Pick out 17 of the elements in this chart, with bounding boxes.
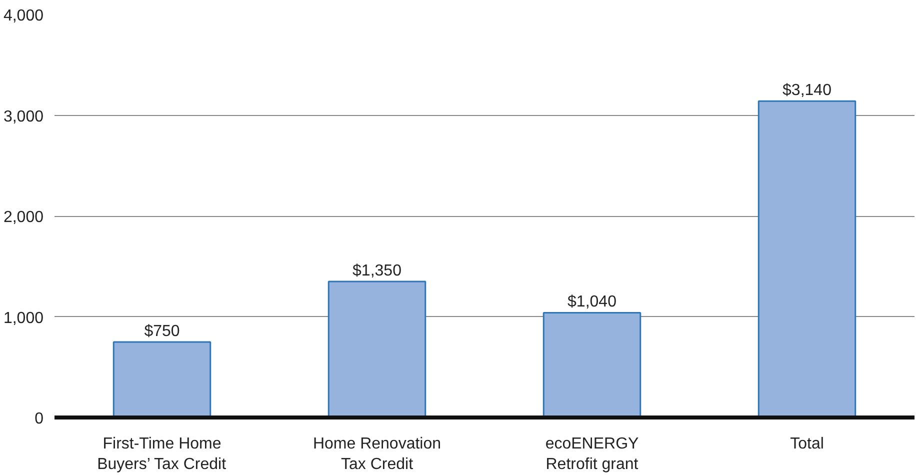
y-tick-label: 1,000	[3, 310, 44, 327]
bar	[542, 312, 642, 418]
data-label: $750	[144, 322, 180, 340]
bar	[758, 100, 856, 418]
data-label: $3,140	[782, 82, 832, 100]
bar	[328, 280, 426, 418]
data-label: $1,040	[568, 294, 617, 311]
y-tick-label: 3,000	[3, 108, 44, 126]
data-label: $1,350	[352, 262, 402, 280]
x-tick-label: ecoENERGY Retrofit grant	[545, 436, 640, 473]
bar	[112, 341, 212, 418]
x-tick-label: First-Time Home Buyers’ Tax Credit	[97, 436, 227, 473]
y-tick-label: 4,000	[3, 8, 44, 24]
y-tick-label: 0	[34, 410, 44, 428]
x-tick-label: Home Renovation Tax Credit	[312, 436, 442, 473]
y-tick-label: 2,000	[3, 209, 44, 226]
x-tick-label: Total	[790, 436, 824, 452]
